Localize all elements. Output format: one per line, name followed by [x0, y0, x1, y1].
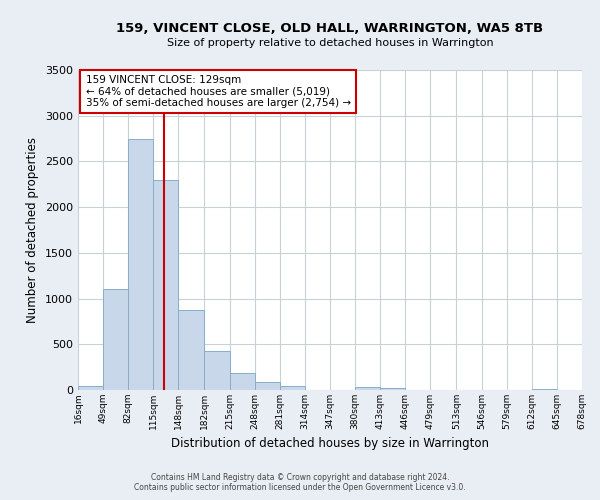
X-axis label: Distribution of detached houses by size in Warrington: Distribution of detached houses by size …: [171, 438, 489, 450]
Bar: [205, 350, 230, 390]
Bar: [128, 140, 154, 390]
Bar: [280, 386, 305, 390]
Bar: [380, 388, 406, 390]
Bar: [230, 372, 254, 390]
Bar: [254, 382, 280, 390]
Bar: [103, 288, 128, 390]
Text: 159 VINCENT CLOSE: 129sqm
← 64% of detached houses are smaller (5,019)
35% of se: 159 VINCENT CLOSE: 129sqm ← 64% of detac…: [86, 75, 350, 108]
Text: Size of property relative to detached houses in Warrington: Size of property relative to detached ho…: [167, 38, 493, 48]
Text: 159, VINCENT CLOSE, OLD HALL, WARRINGTON, WA5 8TB: 159, VINCENT CLOSE, OLD HALL, WARRINGTON…: [116, 22, 544, 36]
Bar: [178, 310, 205, 390]
Text: Contains HM Land Registry data © Crown copyright and database right 2024.
Contai: Contains HM Land Registry data © Crown c…: [134, 473, 466, 492]
Bar: [355, 387, 380, 390]
Y-axis label: Number of detached properties: Number of detached properties: [26, 137, 40, 323]
Bar: [154, 180, 178, 390]
Bar: [78, 386, 103, 390]
Bar: [532, 389, 557, 390]
